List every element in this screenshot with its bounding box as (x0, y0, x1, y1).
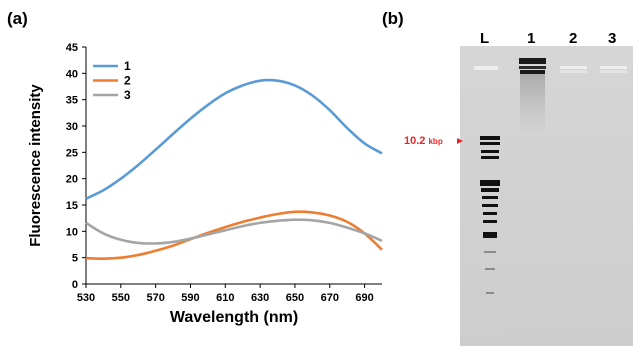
well-1 (519, 58, 546, 64)
y-tick-label: 10 (66, 226, 78, 238)
ladder-bands (480, 136, 500, 238)
x-axis-title: Wavelength (nm) (170, 309, 298, 326)
series-line-3 (85, 218, 383, 245)
well-2 (560, 66, 587, 69)
x-tick-label: 650 (286, 292, 304, 304)
gel-image (460, 46, 633, 346)
x-tick-label: 570 (146, 292, 164, 304)
lane-label-1: 1 (527, 30, 536, 47)
band-lane2 (560, 70, 587, 73)
x-tick-label: 590 (181, 292, 199, 304)
marker-arrow-icon (457, 138, 463, 144)
y-tick-label: 35 (66, 95, 78, 107)
x-tick-label: 690 (355, 292, 373, 304)
y-tick-label: 0 (72, 279, 78, 291)
y-tick-label: 20 (66, 174, 78, 186)
y-tick-label: 25 (66, 147, 78, 159)
x-tick-label: 550 (112, 292, 130, 304)
y-tick-label: 40 (66, 68, 78, 80)
y-tick-label: 5 (72, 253, 78, 265)
legend-label-2: 2 (124, 74, 131, 88)
legend-label-3: 3 (124, 88, 131, 102)
lane-label-2: 2 (569, 30, 578, 47)
marker-size-label: 10.2 kbp (404, 135, 443, 147)
y-tick-label: 45 (66, 42, 78, 54)
band-lane3 (600, 70, 627, 73)
x-tick-label: 670 (321, 292, 339, 304)
x-tick-label: 630 (251, 292, 269, 304)
band-lane1-b (520, 70, 545, 74)
lane-label-L: L (480, 30, 490, 47)
band-lane1-a (519, 66, 546, 69)
legend-label-1: 1 (124, 59, 131, 73)
series-line-2 (85, 210, 383, 261)
fluorescence-chart: 0 5 10 15 20 25 30 35 40 45 530 550 570 590 610 630 650 6… (27, 42, 383, 326)
marker-size-value: 10.2 (404, 135, 426, 147)
ladder-faint-bands (484, 251, 496, 294)
x-tick-label: 530 (77, 292, 95, 304)
x-tick-label: 610 (216, 292, 234, 304)
y-tick-label: 15 (66, 200, 78, 212)
smear-lane1 (520, 74, 545, 134)
y-axis-title: Fluorescence intensity (27, 84, 44, 247)
panel-label-b: (b) (382, 9, 404, 28)
y-tick-label: 30 (66, 121, 78, 133)
marker-size-unit: kbp (428, 137, 443, 146)
well-L (474, 66, 498, 70)
series-line-1 (85, 78, 383, 200)
well-3 (600, 66, 627, 69)
panel-label-a: (a) (7, 9, 28, 28)
lane-label-3: 3 (608, 30, 617, 47)
